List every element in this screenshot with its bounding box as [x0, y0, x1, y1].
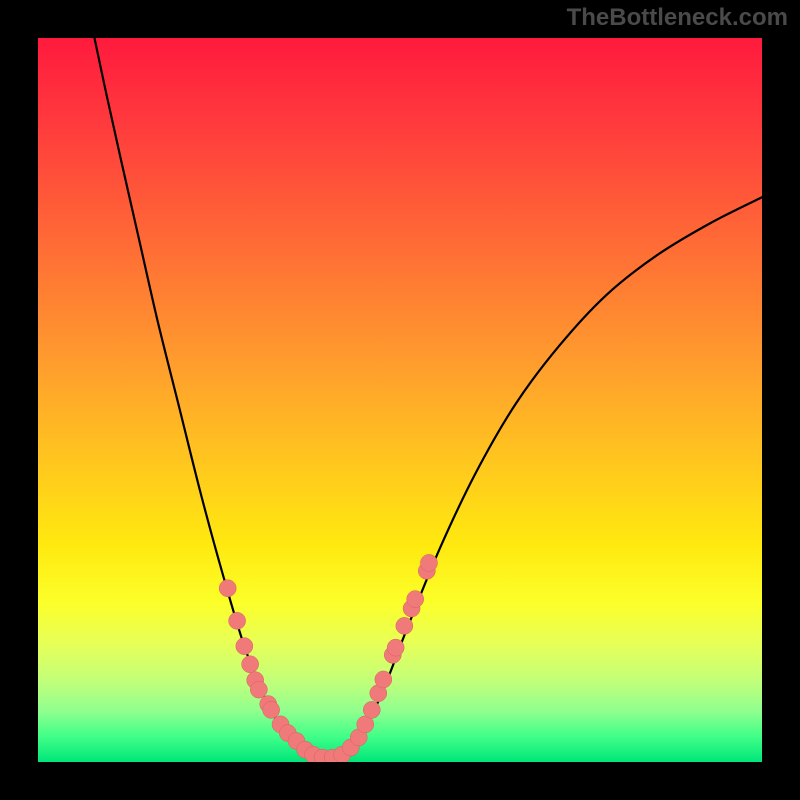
- curve-marker: [242, 656, 259, 673]
- curve-marker: [229, 612, 246, 629]
- curve-marker: [375, 671, 392, 688]
- curve-marker: [420, 554, 437, 571]
- chart-container: TheBottleneck.com: [0, 0, 800, 800]
- curve-marker: [263, 701, 280, 718]
- bottleneck-v-chart: [0, 0, 800, 800]
- curve-marker: [236, 638, 253, 655]
- curve-marker: [250, 681, 267, 698]
- curve-marker: [396, 617, 413, 634]
- watermark-text: TheBottleneck.com: [567, 4, 788, 32]
- curve-marker: [407, 591, 424, 608]
- curve-marker: [387, 639, 404, 656]
- curve-marker: [219, 580, 236, 597]
- curve-marker: [363, 701, 380, 718]
